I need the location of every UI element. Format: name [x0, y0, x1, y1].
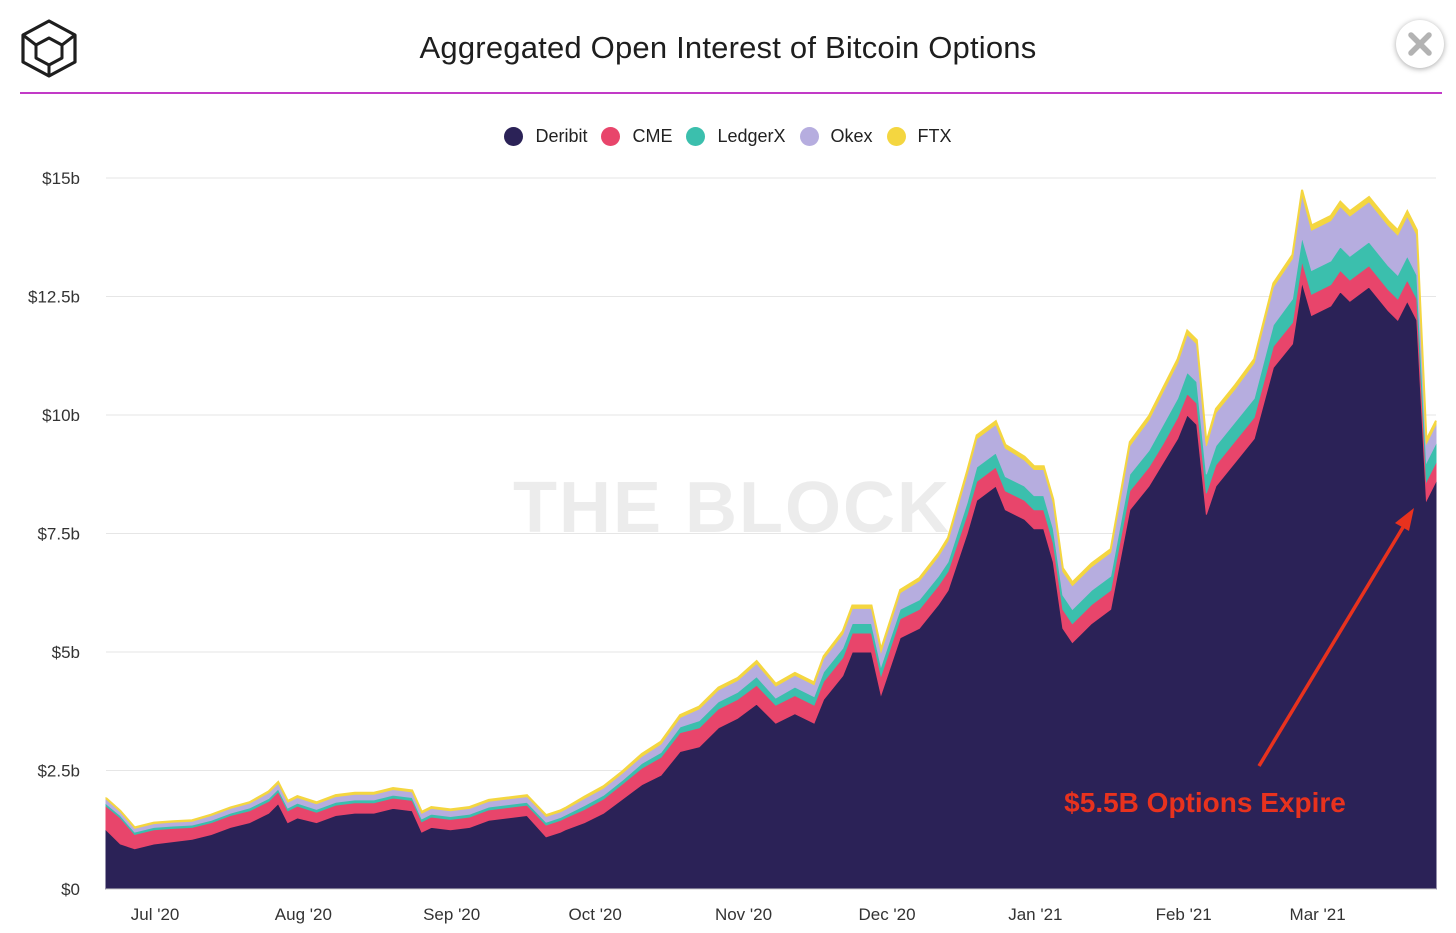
legend-dot-deribit: [504, 127, 524, 146]
y-tick-label: $7.5b: [37, 525, 80, 544]
header-divider: [20, 92, 1442, 94]
x-tick-label: Dec '20: [858, 905, 915, 924]
the-block-cube-icon: [21, 19, 77, 78]
the-block-logo[interactable]: [20, 18, 78, 78]
legend-item-cme[interactable]: CME: [601, 126, 672, 147]
x-tick-label: Jan '21: [1008, 905, 1062, 924]
legend-label-ftx: FTX: [917, 126, 952, 146]
annotation-text: $5.5B Options Expire: [1064, 787, 1346, 818]
x-tick-label: Sep '20: [423, 905, 480, 924]
chart-legend: Deribit CME LedgerX Okex FTX: [0, 126, 1456, 147]
area-top-outline: [105, 189, 1437, 829]
legend-label-deribit: Deribit: [535, 126, 588, 146]
legend-dot-ledgerx: [686, 127, 706, 146]
legend-dot-cme: [601, 127, 621, 146]
x-tick-label: Jul '20: [131, 905, 180, 924]
y-tick-label: $10b: [42, 406, 80, 425]
x-tick-label: Aug '20: [275, 905, 332, 924]
x-tick-label: Mar '21: [1290, 905, 1346, 924]
legend-item-ledgerx[interactable]: LedgerX: [686, 126, 786, 147]
y-tick-label: $15b: [42, 169, 80, 188]
legend-label-ledgerx: LedgerX: [717, 126, 786, 146]
y-tick-label: $5b: [52, 643, 80, 662]
close-button[interactable]: [1396, 20, 1444, 68]
legend-label-cme: CME: [632, 126, 673, 146]
legend-dot-ftx: [886, 127, 906, 146]
close-icon: [1408, 32, 1432, 56]
legend-item-okex[interactable]: Okex: [799, 126, 873, 147]
legend-label-okex: Okex: [830, 126, 873, 146]
y-tick-label: $2.5b: [37, 762, 80, 781]
legend-item-deribit[interactable]: Deribit: [504, 126, 587, 147]
x-tick-label: Oct '20: [569, 905, 622, 924]
legend-dot-okex: [799, 127, 819, 146]
page-title: Aggregated Open Interest of Bitcoin Opti…: [419, 30, 1037, 65]
y-tick-label: $12.5b: [28, 288, 80, 307]
x-tick-label: Nov '20: [715, 905, 772, 924]
y-tick-label: $0: [61, 880, 80, 899]
x-tick-label: Feb '21: [1156, 905, 1212, 924]
annotation-arrow-head: [1395, 508, 1414, 531]
legend-item-ftx[interactable]: FTX: [886, 126, 952, 147]
annotation-arrow-line: [1257, 523, 1407, 767]
watermark-text: THE BLOCK: [513, 468, 951, 548]
